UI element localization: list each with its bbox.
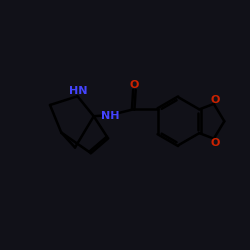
Text: O: O	[210, 94, 220, 104]
Text: HN: HN	[70, 86, 88, 96]
Text: O: O	[210, 138, 220, 148]
Text: NH: NH	[101, 111, 119, 121]
Text: O: O	[130, 80, 139, 90]
